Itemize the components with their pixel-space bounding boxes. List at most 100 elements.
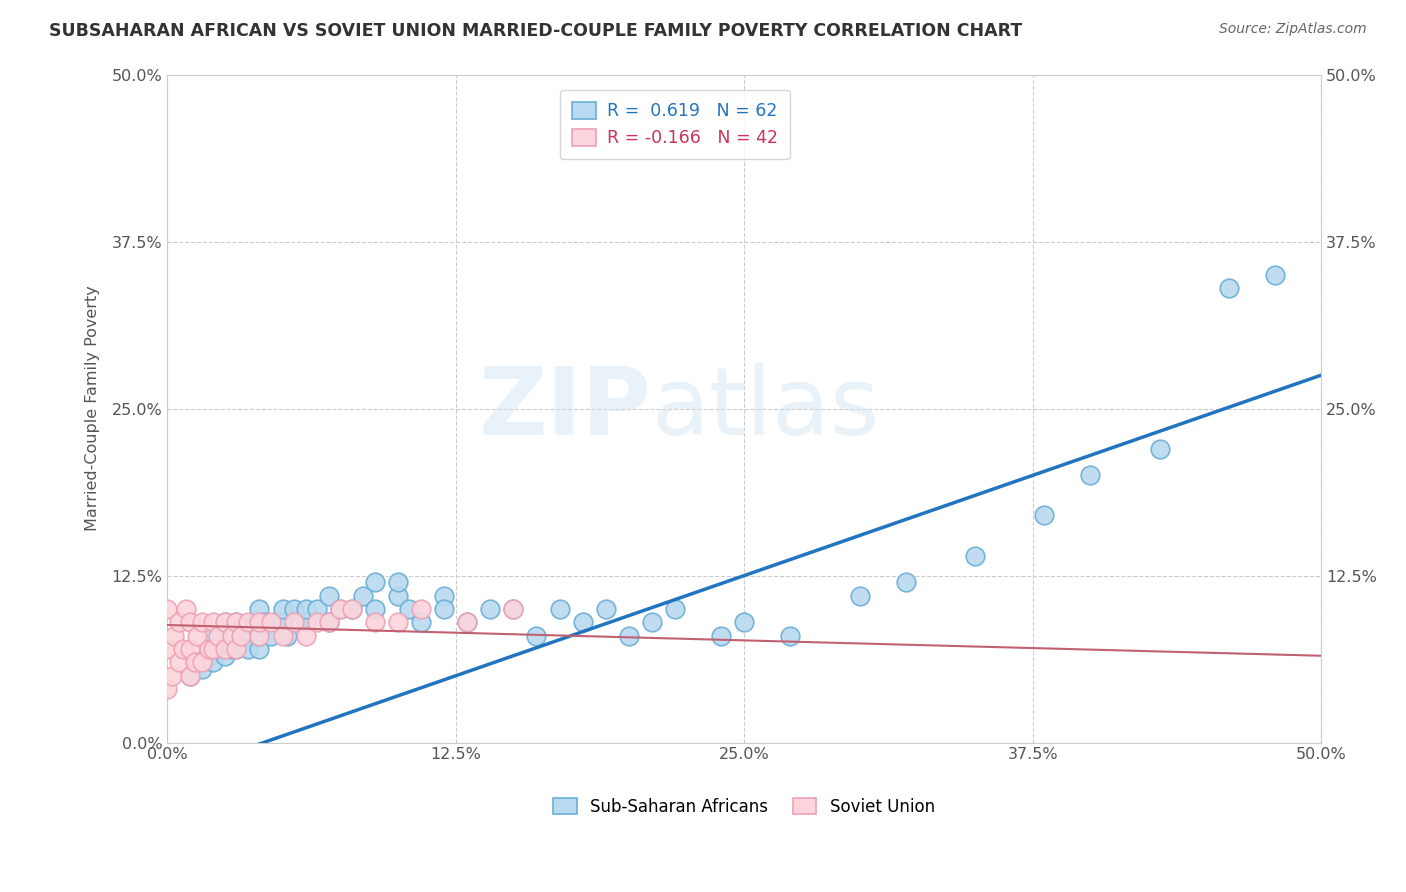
Point [197, 648, 219, 663]
Point [249, 615, 271, 630]
Point [352, 589, 374, 603]
Point [307, 615, 329, 630]
Point [329, 602, 352, 616]
Point [779, 629, 801, 643]
Point [214, 615, 236, 630]
Point [479, 602, 502, 616]
Point [387, 575, 409, 590]
Point [179, 642, 201, 657]
Point [225, 615, 247, 630]
Point [641, 615, 664, 630]
Point [249, 629, 271, 643]
Y-axis label: Married-Couple Family Poverty: Married-Couple Family Poverty [86, 285, 100, 532]
Point [191, 662, 214, 676]
Point [214, 642, 236, 657]
Point [225, 615, 247, 630]
Point [294, 602, 316, 616]
Point [253, 615, 276, 630]
Text: SUBSAHARAN AFRICAN VS SOVIET UNION MARRIED-COUPLE FAMILY POVERTY CORRELATION CHA: SUBSAHARAN AFRICAN VS SOVIET UNION MARRI… [49, 22, 1022, 40]
Point [156, 602, 179, 616]
Point [1149, 442, 1171, 456]
Point [1080, 468, 1102, 483]
Point [160, 669, 183, 683]
Point [617, 629, 640, 643]
Point [307, 602, 329, 616]
Legend: Sub-Saharan Africans, Soviet Union: Sub-Saharan Africans, Soviet Union [547, 791, 942, 822]
Point [225, 642, 247, 657]
Point [409, 602, 432, 616]
Point [1264, 268, 1286, 282]
Point [595, 602, 617, 616]
Point [271, 629, 294, 643]
Point [229, 629, 252, 643]
Point [236, 615, 259, 630]
Point [733, 615, 755, 630]
Point [318, 615, 340, 630]
Point [276, 629, 298, 643]
Point [340, 602, 363, 616]
Point [163, 629, 186, 643]
Point [963, 549, 986, 563]
Point [260, 629, 283, 643]
Point [387, 615, 409, 630]
Point [364, 602, 387, 616]
Point [207, 642, 229, 657]
Point [221, 642, 243, 657]
Point [271, 602, 294, 616]
Point [214, 615, 236, 630]
Point [318, 589, 340, 603]
Point [186, 629, 208, 643]
Point [179, 615, 201, 630]
Point [710, 629, 733, 643]
Point [236, 642, 259, 657]
Point [202, 629, 225, 643]
Point [1033, 508, 1056, 523]
Point [848, 589, 870, 603]
Point [202, 656, 225, 670]
Point [571, 615, 593, 630]
Point [283, 602, 305, 616]
Point [283, 615, 305, 630]
Point [225, 642, 247, 657]
Point [236, 629, 259, 643]
Point [526, 629, 548, 643]
Point [340, 602, 363, 616]
Point [271, 615, 294, 630]
Point [409, 615, 432, 630]
Point [229, 629, 252, 643]
Point [433, 589, 456, 603]
Point [249, 629, 271, 643]
Point [294, 615, 316, 630]
Point [243, 615, 266, 630]
Point [172, 642, 194, 657]
Point [202, 615, 225, 630]
Point [318, 615, 340, 630]
Text: atlas: atlas [652, 362, 880, 455]
Point [502, 602, 524, 616]
Point [214, 648, 236, 663]
Text: Source: ZipAtlas.com: Source: ZipAtlas.com [1219, 22, 1367, 37]
Point [294, 629, 316, 643]
Point [456, 615, 478, 630]
Point [184, 656, 207, 670]
Point [894, 575, 917, 590]
Point [364, 615, 387, 630]
Point [167, 656, 190, 670]
Point [207, 629, 229, 643]
Point [202, 642, 225, 657]
Point [387, 589, 409, 603]
Point [249, 602, 271, 616]
Point [156, 642, 179, 657]
Point [191, 656, 214, 670]
Text: ZIP: ZIP [479, 362, 652, 455]
Point [433, 602, 456, 616]
Point [197, 642, 219, 657]
Point [329, 602, 352, 616]
Point [156, 682, 179, 697]
Point [398, 602, 420, 616]
Point [249, 642, 271, 657]
Point [179, 669, 201, 683]
Point [548, 602, 571, 616]
Point [1218, 281, 1240, 295]
Point [364, 575, 387, 590]
